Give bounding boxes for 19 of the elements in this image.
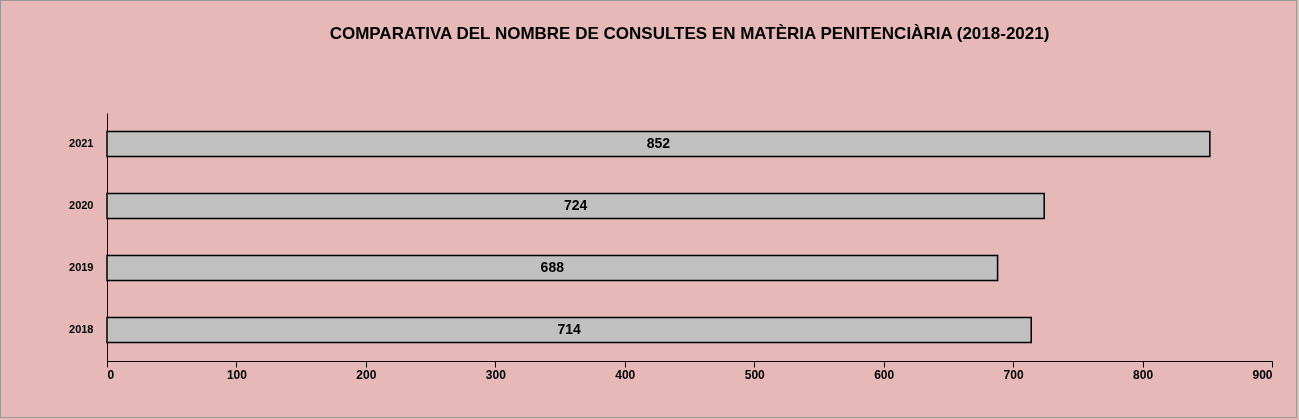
chart-title: COMPARATIVA DEL NOMBRE DE CONSULTES EN MATÈRIA PENITENCIÀRIA (2018-2021) <box>329 24 1050 43</box>
x-tick-label: 900 <box>1252 367 1273 382</box>
y-tick-label: 2019 <box>69 261 94 273</box>
x-tick-label: 100 <box>226 367 248 382</box>
x-tick-label: 200 <box>356 367 377 382</box>
y-tick-label: 2020 <box>69 199 94 211</box>
data-label: 688 <box>540 259 565 275</box>
x-tick-label: 800 <box>1133 367 1154 382</box>
y-tick-label: 2021 <box>69 137 94 149</box>
x-tick-label: 500 <box>744 367 766 382</box>
data-label: 714 <box>557 321 582 337</box>
x-tick-label: 600 <box>874 367 895 382</box>
x-tick-label: 700 <box>1003 367 1024 382</box>
x-tick-label: 0 <box>107 367 115 382</box>
x-tick-label: 300 <box>485 367 507 382</box>
data-label: 724 <box>563 197 588 213</box>
x-tick-label: 400 <box>615 367 636 382</box>
y-tick-label: 2018 <box>69 323 94 335</box>
data-label: 852 <box>646 135 671 151</box>
